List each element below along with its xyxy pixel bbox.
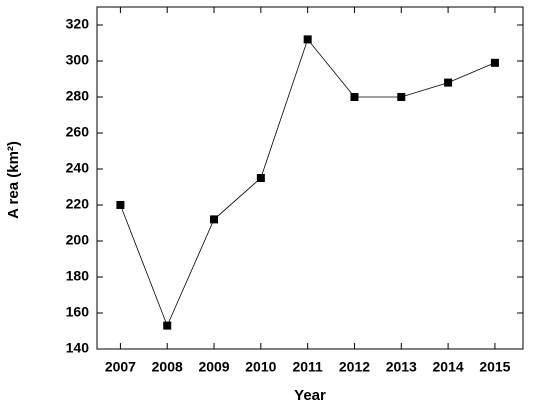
y-tick-label: 140 [66, 340, 90, 356]
x-tick-label: 2009 [198, 359, 229, 375]
x-tick-label: 2012 [339, 359, 370, 375]
y-axis-title: A rea (km²) [5, 141, 22, 219]
y-tick-label: 300 [66, 52, 90, 68]
x-tick-label: 2011 [292, 359, 323, 375]
y-tick-label: 200 [66, 232, 90, 248]
point-marker [444, 78, 453, 87]
y-tick-label: 160 [66, 304, 90, 320]
point-marker [163, 321, 172, 330]
y-tick-label: 180 [66, 268, 90, 284]
x-tick-label: 2014 [433, 359, 464, 375]
point-marker [350, 93, 359, 101]
point-marker [256, 174, 265, 182]
x-tick-label: 2007 [105, 359, 136, 375]
point-marker [210, 215, 219, 224]
x-tick-label: 2010 [245, 359, 276, 375]
plot-frame [96, 6, 524, 350]
point-marker [397, 93, 406, 101]
y-tick-label: 280 [66, 88, 90, 104]
x-tick-label: 2008 [152, 359, 183, 375]
series-line [120, 38, 496, 327]
x-tick-label: 2015 [479, 359, 510, 375]
point-marker [303, 35, 312, 44]
point-marker [490, 58, 499, 67]
x-axis-title: Year [294, 387, 326, 404]
point-marker [116, 201, 125, 209]
y-tick-label: 260 [66, 124, 90, 140]
y-tick-label: 220 [66, 196, 90, 212]
y-tick-label: 320 [66, 16, 90, 32]
y-tick-label: 240 [66, 160, 90, 176]
x-tick-label: 2013 [386, 359, 417, 375]
